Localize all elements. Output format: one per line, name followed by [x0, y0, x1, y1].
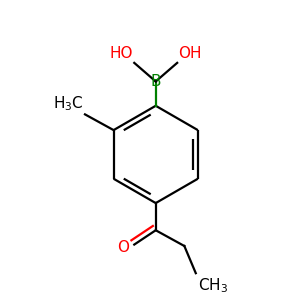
Text: HO: HO: [109, 46, 133, 61]
Text: OH: OH: [178, 46, 202, 61]
Text: B: B: [151, 74, 161, 89]
Text: O: O: [117, 240, 129, 255]
Text: $\mathregular{H_3C}$: $\mathregular{H_3C}$: [53, 94, 84, 113]
Text: $\mathregular{CH_3}$: $\mathregular{CH_3}$: [198, 276, 228, 295]
